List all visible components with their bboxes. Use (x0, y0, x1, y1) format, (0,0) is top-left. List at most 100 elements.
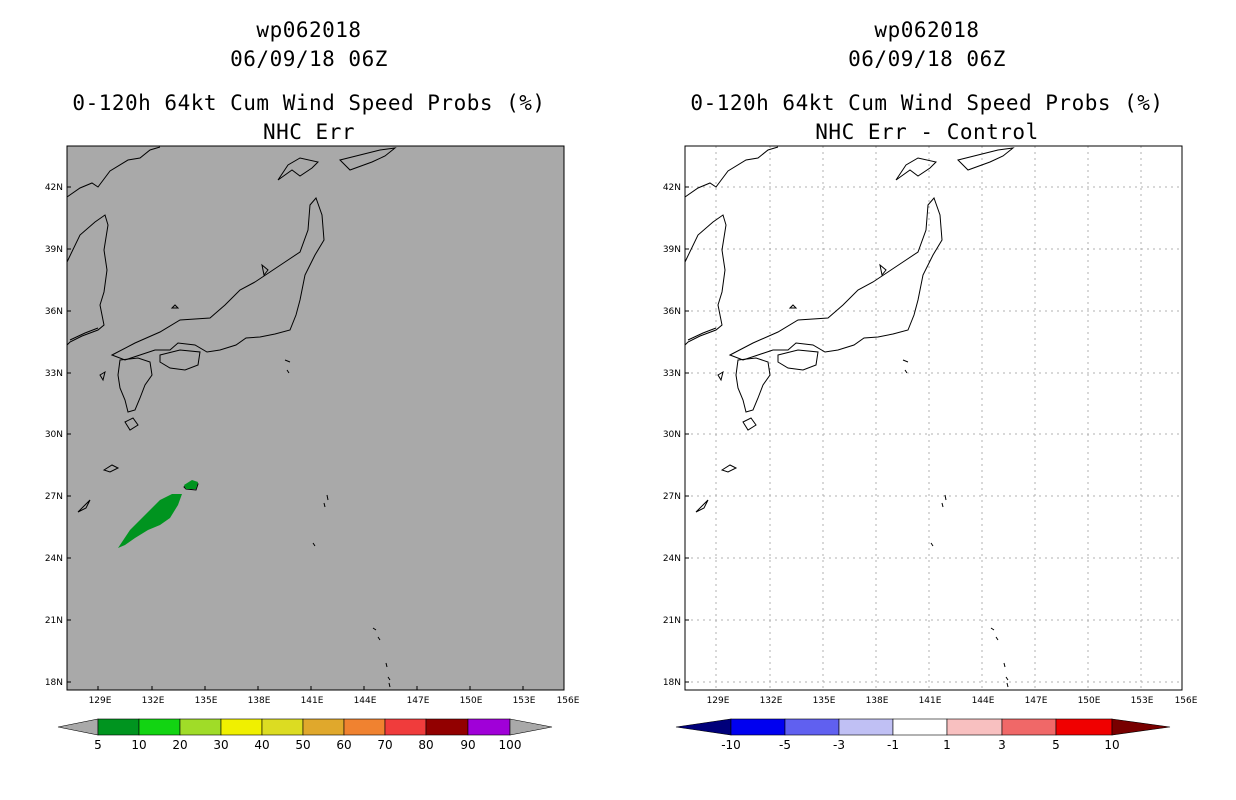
lat-label: 30N (45, 430, 63, 440)
subtitle: NHC Err (262, 120, 355, 144)
colorbar-label: 3 (998, 738, 1006, 752)
colorbar-swatch (179, 718, 222, 736)
colorbar-label: 10 (131, 738, 146, 752)
lon-label: 138E (866, 696, 889, 706)
colorbar-arrow-low (57, 718, 99, 736)
lat-label: 39N (663, 245, 681, 255)
map-frame (66, 145, 565, 691)
colorbar-swatch (220, 718, 263, 736)
lat-label: 24N (45, 554, 63, 564)
product-title: 0-120h 64kt Cum Wind Speed Probs (%) (690, 91, 1164, 115)
lon-label: 129E (89, 696, 112, 706)
map-right: 42N 39N 36N 33N 30N 27N 24N 21N 18N 129E… (663, 145, 1198, 752)
lat-label: 36N (45, 307, 63, 317)
colorbar-label: 50 (295, 738, 310, 752)
colorbar-swatch (138, 718, 181, 736)
colorbar-swatch (838, 718, 894, 736)
lat-label: 18N (45, 678, 63, 688)
lon-label: 141E (919, 696, 942, 706)
lat-label: 33N (45, 369, 63, 379)
colorbar-label: 30 (213, 738, 228, 752)
lon-label: 153E (513, 696, 536, 706)
colorbar-right (675, 718, 1171, 736)
lon-label: 147E (407, 696, 430, 706)
datetime: 06/09/18 06Z (230, 47, 388, 71)
colorbar-label: 10 (1104, 738, 1119, 752)
map-background (67, 146, 564, 690)
grid-lines (685, 146, 1182, 690)
right-panel: wp062018 06/09/18 06Z 0-120h 64kt Cum Wi… (618, 0, 1236, 800)
colorbar-swatch (1055, 718, 1113, 736)
lon-label: 135E (813, 696, 836, 706)
colorbar-swatch (1001, 718, 1057, 736)
colorbar-swatch (784, 718, 840, 736)
colorbar-arrow-high (1111, 718, 1171, 736)
left-panel: wp062018 06/09/18 06Z 0-120h 64kt Cum Wi… (45, 18, 580, 752)
storm-id: wp062018 (256, 18, 362, 42)
colorbar-label: 5 (94, 738, 102, 752)
colorbar-swatch (97, 718, 140, 736)
map-frame (684, 145, 1183, 691)
lat-ticks (685, 186, 689, 683)
lon-label: 129E (707, 696, 730, 706)
lon-label: 153E (1131, 696, 1154, 706)
lat-label: 42N (663, 183, 681, 193)
japan-coastline (66, 146, 397, 688)
lat-label: 42N (45, 183, 63, 193)
colorbar-label: 70 (377, 738, 392, 752)
lon-label: 144E (354, 696, 377, 706)
colorbar-arrow-low (675, 718, 732, 736)
lon-labels: 129E 132E 135E 138E 141E 144E 147E 150E … (89, 696, 580, 706)
lon-label: 132E (142, 696, 165, 706)
product-title: 0-120h 64kt Cum Wind Speed Probs (%) (72, 91, 546, 115)
lat-label: 33N (663, 369, 681, 379)
lat-label: 30N (663, 430, 681, 440)
lon-label: 144E (972, 696, 995, 706)
lon-label: 135E (195, 696, 218, 706)
colorbar-label: 80 (418, 738, 433, 752)
colorbar-label: 1 (943, 738, 951, 752)
lon-label: 150E (1078, 696, 1101, 706)
colorbar-arrow-high (509, 718, 553, 736)
lat-labels: 42N 39N 36N 33N 30N 27N 24N 21N 18N (45, 183, 63, 688)
colorbar-swatch (343, 718, 386, 736)
lon-label: 138E (248, 696, 271, 706)
subtitle: NHC Err - Control (815, 120, 1039, 144)
lat-label: 21N (45, 616, 63, 626)
colorbar-label: 40 (254, 738, 269, 752)
lon-label: 150E (460, 696, 483, 706)
probability-area-5-10 (118, 494, 182, 548)
colorbar-right-labels: -10 -5 -3 -1 1 3 5 10 (721, 738, 1119, 752)
lat-ticks (67, 186, 71, 683)
colorbar-swatch (730, 718, 786, 736)
japan-coastline (684, 146, 1015, 688)
colorbar-label: -10 (721, 738, 741, 752)
map-background (685, 146, 1182, 690)
storm-id: wp062018 (874, 18, 980, 42)
lon-label: 132E (760, 696, 783, 706)
lon-labels: 129E 132E 135E 138E 141E 144E 147E 150E … (707, 696, 1198, 706)
colorbar-label: 90 (460, 738, 475, 752)
lon-label: 141E (301, 696, 324, 706)
lon-label: 147E (1025, 696, 1048, 706)
colorbar-label: -5 (779, 738, 791, 752)
colorbar-label: 5 (1052, 738, 1060, 752)
probability-area-small (184, 480, 198, 489)
colorbar-label: 100 (499, 738, 522, 752)
lon-label: 156E (557, 696, 580, 706)
colorbar-swatch (261, 718, 304, 736)
lat-label: 21N (663, 616, 681, 626)
lat-label: 27N (663, 492, 681, 502)
lat-label: 18N (663, 678, 681, 688)
map-left: 42N 39N 36N 33N 30N 27N 24N 21N 18N 129E… (45, 145, 580, 752)
colorbar-label: 20 (172, 738, 187, 752)
colorbar-swatch (892, 718, 948, 736)
colorbar-swatch (384, 718, 427, 736)
colorbar-swatch (946, 718, 1003, 736)
colorbar-swatch (467, 718, 511, 736)
lat-labels: 42N 39N 36N 33N 30N 27N 24N 21N 18N (663, 183, 681, 688)
lon-label: 156E (1175, 696, 1198, 706)
datetime: 06/09/18 06Z (848, 47, 1006, 71)
lat-label: 27N (45, 492, 63, 502)
lat-label: 24N (663, 554, 681, 564)
